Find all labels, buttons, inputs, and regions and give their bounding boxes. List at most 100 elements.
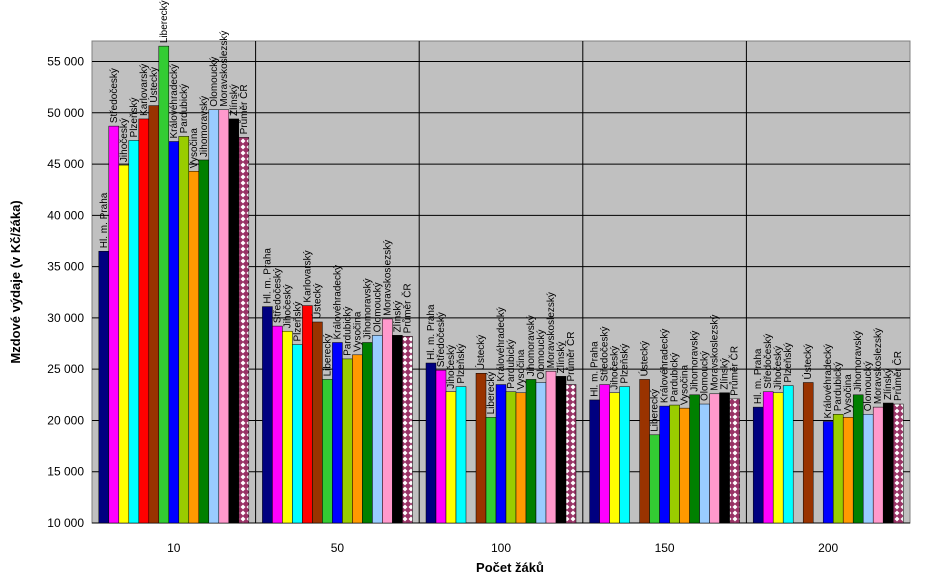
bar-label: Hl. m. Praha bbox=[590, 341, 601, 397]
bar bbox=[832, 414, 844, 524]
bar-label: Moravskoslezský bbox=[219, 31, 230, 107]
bar-label: Moravskoslezský bbox=[382, 240, 393, 316]
bar bbox=[545, 370, 557, 524]
bar-label: Olomoucký bbox=[372, 282, 383, 332]
bar-label: Jihočeský bbox=[446, 345, 457, 389]
x-tick-label: 50 bbox=[331, 541, 345, 555]
bar bbox=[609, 392, 620, 524]
bar-label: Ústecký bbox=[801, 344, 814, 380]
bar-label: Moravskoslezský bbox=[710, 315, 721, 391]
bar bbox=[455, 386, 467, 524]
bar-label: Středočeský bbox=[436, 312, 447, 367]
bar-label: Jihomoravský bbox=[362, 278, 373, 339]
bar-label: Moravskoslezský bbox=[546, 292, 557, 368]
bar-label: Liberecký bbox=[159, 0, 170, 43]
x-tick-label: 10 bbox=[167, 541, 181, 555]
bar-label: Plzeňský bbox=[620, 344, 631, 384]
bar-label: Plzeňský bbox=[292, 302, 303, 342]
bar-label: Karlovarský bbox=[302, 250, 313, 302]
bar bbox=[699, 403, 710, 524]
bar bbox=[495, 384, 507, 524]
bar bbox=[178, 136, 190, 524]
bar bbox=[719, 392, 730, 524]
bar-label: Středočeský bbox=[109, 68, 120, 123]
bar bbox=[882, 402, 894, 524]
bar bbox=[842, 417, 854, 524]
bar bbox=[589, 399, 600, 524]
bar-label: Královéhradecký bbox=[496, 307, 507, 381]
bar bbox=[659, 405, 670, 524]
bar bbox=[892, 403, 904, 524]
bar-label: Liberecký bbox=[650, 389, 661, 432]
y-tick-label: 20 000 bbox=[47, 413, 84, 427]
bar-label: Pardubický bbox=[833, 362, 844, 411]
bar-label: Pardubický bbox=[506, 339, 517, 388]
bar bbox=[862, 414, 874, 524]
bar bbox=[148, 105, 160, 524]
y-tick-label: 45 000 bbox=[47, 157, 84, 171]
bar bbox=[228, 118, 240, 524]
bar-label: Zlínský bbox=[720, 358, 731, 390]
bar-label: Olomoucký bbox=[536, 329, 547, 379]
y-tick-label: 30 000 bbox=[47, 311, 84, 325]
bar bbox=[302, 305, 313, 524]
bar-label: Vysočina bbox=[843, 374, 854, 415]
bar-label: Ústecký bbox=[638, 341, 651, 377]
bar-label: Jihomoravský bbox=[526, 315, 537, 376]
bar-label: Pardubický bbox=[670, 353, 681, 402]
y-tick-label: 40 000 bbox=[47, 208, 84, 222]
bar-label: Královéhradecký bbox=[169, 64, 180, 138]
bar bbox=[802, 382, 814, 524]
bar bbox=[669, 404, 680, 524]
bar bbox=[762, 391, 774, 524]
bar bbox=[362, 342, 373, 524]
bar-label: Královéhradecký bbox=[332, 265, 343, 339]
bar-label: Zlínský bbox=[229, 84, 240, 116]
bar bbox=[188, 170, 200, 524]
bar bbox=[322, 379, 333, 524]
bar bbox=[352, 354, 363, 524]
bar-label: Královéhradecký bbox=[823, 344, 834, 418]
bar bbox=[262, 306, 273, 524]
bar bbox=[535, 382, 547, 524]
x-tick-label: 150 bbox=[655, 541, 675, 555]
y-tick-label: 35 000 bbox=[47, 260, 84, 274]
bar-label: Pardubický bbox=[342, 306, 353, 355]
bar bbox=[729, 398, 740, 524]
bar bbox=[282, 330, 293, 524]
y-tick-label: 50 000 bbox=[47, 106, 84, 120]
bar-label: Zlínský bbox=[883, 368, 894, 400]
bar-label: Jihočeský bbox=[773, 346, 784, 390]
bar bbox=[709, 393, 720, 524]
bar bbox=[822, 421, 834, 524]
bar bbox=[108, 125, 120, 524]
bar bbox=[872, 406, 884, 524]
bar bbox=[772, 392, 784, 524]
bar bbox=[128, 140, 140, 524]
bar bbox=[218, 109, 230, 524]
bar bbox=[168, 141, 180, 524]
bar bbox=[485, 417, 497, 524]
bar bbox=[332, 342, 343, 524]
bar bbox=[208, 109, 220, 524]
bar-label: Hl. m. Praha bbox=[426, 304, 437, 360]
bar-label: Středočeský bbox=[600, 327, 611, 382]
bar-label: Jihočeský bbox=[610, 346, 621, 390]
bar-label: Vysočina bbox=[680, 364, 691, 405]
bar-label: Vysočina bbox=[516, 349, 527, 390]
bar-label: Průměr ČR bbox=[237, 84, 250, 134]
bar bbox=[649, 434, 660, 524]
bar-label: Zlínský bbox=[556, 342, 567, 374]
bar bbox=[435, 369, 447, 524]
bar-label: Vysočina bbox=[189, 128, 200, 169]
y-tick-label: 15 000 bbox=[47, 465, 84, 479]
bar-label: Průměr ČR bbox=[891, 351, 904, 401]
bar-label: Jihočeský bbox=[282, 284, 293, 328]
bar-label: Hl. m. Praha bbox=[753, 348, 764, 404]
bar-label: Středočeský bbox=[272, 268, 283, 323]
bar-label: Plzeňský bbox=[783, 343, 794, 383]
bar-label: Hl. m. Praha bbox=[99, 192, 110, 248]
bar bbox=[515, 392, 527, 524]
bar-label: Průměr ČR bbox=[400, 283, 413, 333]
